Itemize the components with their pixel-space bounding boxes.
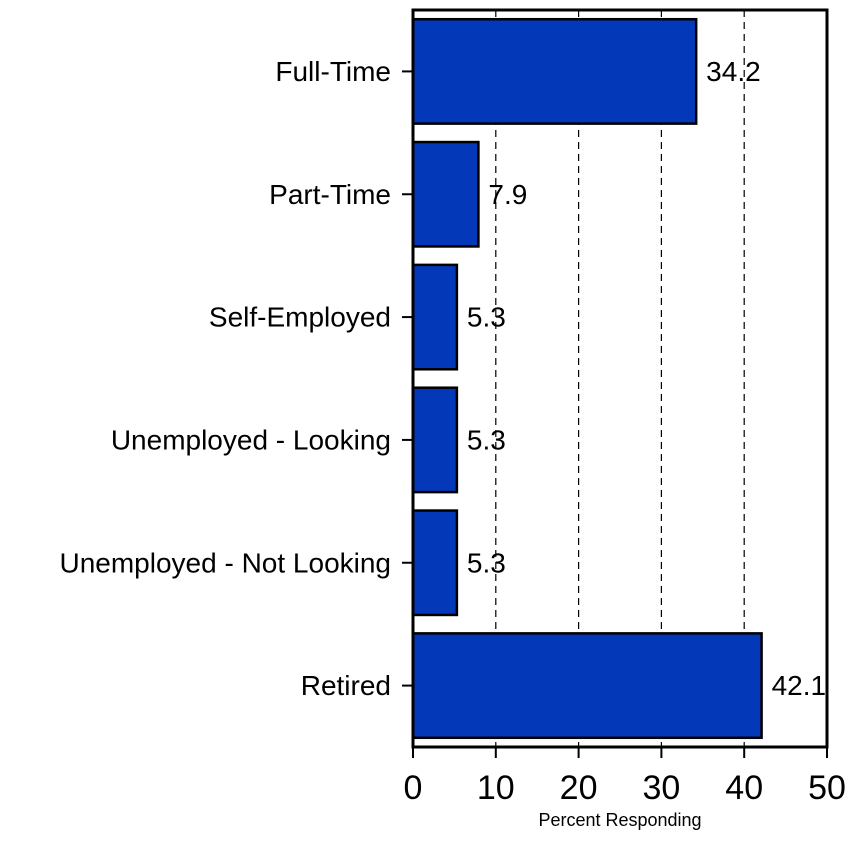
category-label: Part-Time [269,179,391,210]
x-tick-label: 10 [477,769,515,807]
category-label: Full-Time [275,56,391,87]
bar [411,386,459,494]
category-label: Retired [301,670,391,701]
value-label: 5.3 [467,302,506,333]
bar [411,632,763,740]
bar [411,263,459,371]
x-tick-label: 50 [808,769,846,807]
plot-frame [411,8,829,749]
x-tick-label: 30 [642,769,680,807]
value-label: 5.3 [467,547,506,578]
category-label: Unemployed - Looking [111,424,391,455]
x-tick-label: 20 [560,769,598,807]
gridlines [495,10,745,747]
category-label: Unemployed - Not Looking [59,547,391,578]
bar [411,17,698,125]
x-tick-label: 0 [404,769,423,807]
value-label: 5.3 [467,424,506,455]
bars [411,17,763,740]
value-label: 34.2 [706,56,761,87]
value-label: 42.1 [772,670,827,701]
category-label: Self-Employed [209,302,391,333]
bar [411,509,459,617]
bar [411,140,480,248]
x-axis-ticks: 0 10 20 30 40 50 [404,747,846,807]
category-labels: Full-Time Part-Time Self-Employed Unemploye… [59,56,413,701]
value-label: 7.9 [488,179,527,210]
x-tick-label: 40 [725,769,763,807]
x-axis-title: Percent Responding [538,810,701,830]
value-labels: 34.2 7.9 5.3 5.3 5.3 42.1 [467,56,826,701]
